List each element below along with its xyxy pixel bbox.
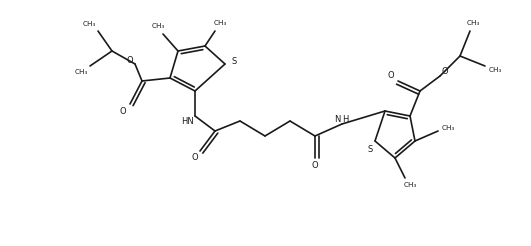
- Text: O: O: [119, 107, 126, 116]
- Text: HN: HN: [181, 118, 193, 126]
- Text: CH₃: CH₃: [82, 21, 96, 27]
- Text: N: N: [334, 114, 340, 123]
- Text: O: O: [312, 162, 318, 170]
- Text: O: O: [388, 72, 395, 80]
- Text: H: H: [342, 114, 348, 123]
- Text: CH₃: CH₃: [466, 20, 479, 26]
- Text: CH₃: CH₃: [213, 20, 227, 26]
- Text: O: O: [442, 67, 448, 77]
- Text: CH₃: CH₃: [74, 69, 88, 75]
- Text: CH₃: CH₃: [404, 182, 417, 188]
- Text: O: O: [127, 56, 133, 64]
- Text: CH₃: CH₃: [489, 67, 502, 73]
- Text: CH₃: CH₃: [151, 23, 165, 29]
- Text: S: S: [232, 57, 237, 65]
- Text: CH₃: CH₃: [441, 125, 455, 131]
- Text: S: S: [367, 144, 373, 154]
- Text: O: O: [192, 154, 198, 163]
